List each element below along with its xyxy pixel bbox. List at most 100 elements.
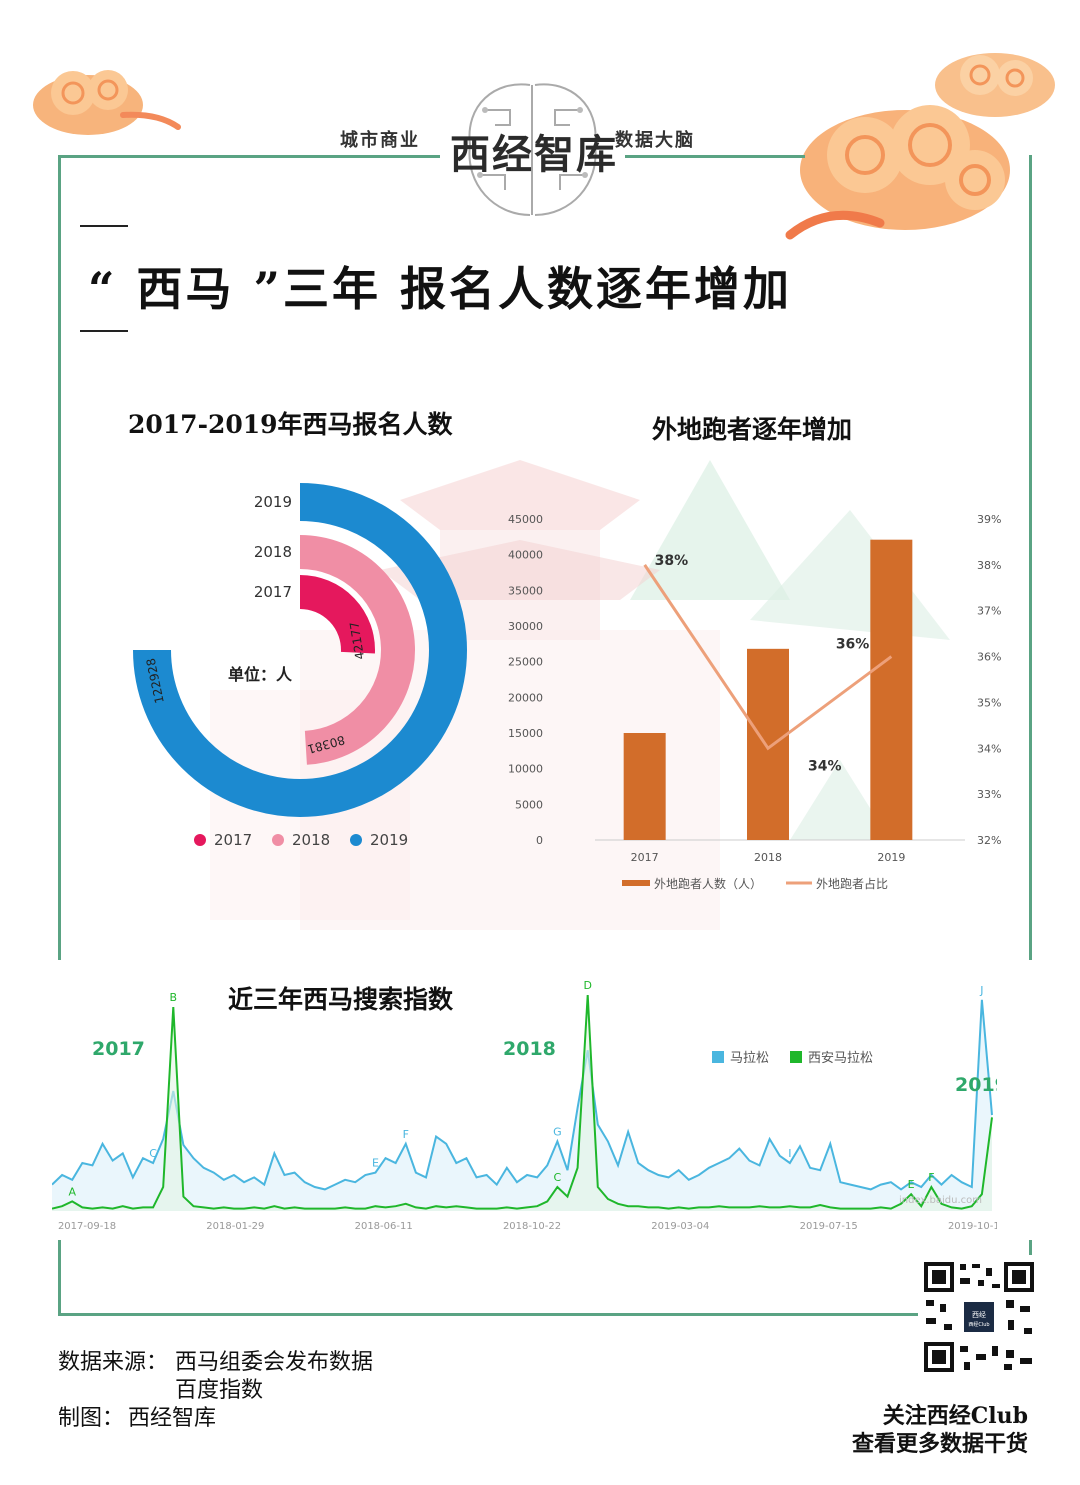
radial-bar-2018 <box>299 535 415 765</box>
peak-marker-label: B <box>170 991 178 1004</box>
x-tick-label: 2019-07-15 <box>800 1221 858 1232</box>
bar-2019 <box>870 539 913 840</box>
watermark-label: index.baidu.com <box>899 1195 982 1206</box>
radial-category-label: 2018 <box>254 543 292 561</box>
data-source-line1: 西马组委会发布数据 <box>175 1350 374 1375</box>
bar-2018 <box>747 648 789 840</box>
chart-maker-label: 制图： <box>58 1406 125 1431</box>
peak-marker-label: G <box>553 1125 562 1138</box>
y-left-tick: 5000 <box>515 798 543 811</box>
y-left-tick: 20000 <box>508 691 543 704</box>
peak-marker-label: I <box>788 1147 791 1160</box>
search-chart-title: 近三年西马搜索指数 <box>228 985 454 1014</box>
frame-top-left <box>58 155 440 158</box>
legend-label-2018: 2018 <box>292 831 330 849</box>
y-left-tick: 10000 <box>508 763 543 776</box>
svg-text:西经: 西经 <box>972 1310 986 1319</box>
header-tag-right: 数据大脑 <box>615 130 695 151</box>
y-right-tick: 34% <box>977 742 1001 755</box>
legend-marker-西安马拉松 <box>790 1051 802 1063</box>
y-left-tick: 35000 <box>508 584 543 597</box>
y-left-tick: 40000 <box>508 549 543 562</box>
cloud-left-decoration <box>33 70 181 135</box>
x-tick-label: 2018-06-11 <box>355 1221 413 1232</box>
y-right-tick: 35% <box>977 696 1001 709</box>
radial-bar-2017 <box>299 575 375 654</box>
follow-line1: 关注西经Club <box>882 1403 1028 1429</box>
y-right-tick: 39% <box>977 513 1001 526</box>
x-tick-label: 2019-03-04 <box>651 1221 709 1232</box>
y-left-tick: 30000 <box>508 620 543 633</box>
x-tick-label: 2019-10-14 <box>948 1221 997 1232</box>
peak-marker-label: F <box>928 1171 934 1184</box>
area-line-马拉松 <box>52 999 993 1191</box>
area-line-西安马拉松 <box>52 994 993 1210</box>
cloud-right-top-decoration <box>935 53 1055 117</box>
frame-left-lower <box>58 1240 61 1315</box>
y-left-tick: 15000 <box>508 727 543 740</box>
legend-line-label: 外地跑者占比 <box>816 876 888 891</box>
legend-label-马拉松: 马拉松 <box>730 1051 769 1066</box>
data-source-line2: 百度指数 <box>175 1378 264 1403</box>
y-right-tick: 38% <box>977 559 1001 572</box>
x-tick-label: 2018-10-22 <box>503 1221 561 1232</box>
area-fill-马拉松 <box>52 999 992 1211</box>
year-label-2019: 2019 <box>955 1074 997 1096</box>
y-right-tick: 32% <box>977 834 1001 847</box>
cloud-right-decoration <box>785 105 1010 240</box>
chart-maker-name: 西经智库 <box>128 1406 217 1431</box>
legend-marker-2019 <box>350 834 362 846</box>
frame-bottom <box>58 1313 918 1316</box>
peak-marker-label: E <box>908 1178 915 1191</box>
qr-code-icon[interactable]: 西经 西经Club <box>920 1258 1038 1376</box>
x-tick-label: 2017 <box>631 851 659 864</box>
qr-center-caption: 西经Club <box>968 1321 989 1328</box>
x-tick-label: 2018 <box>754 851 782 864</box>
data-source-label: 数据来源： <box>58 1350 169 1375</box>
legend-bar-marker <box>622 880 650 886</box>
combo-chart-title: 外地跑者逐年增加 <box>652 415 853 444</box>
line-series-share <box>643 564 893 751</box>
x-tick-label: 2017-09-18 <box>58 1221 116 1232</box>
peak-marker-label: A <box>68 1185 76 1198</box>
brain-circuit-icon <box>468 83 597 216</box>
radial-value-label: 42177 <box>347 621 367 661</box>
legend-label-2019: 2019 <box>370 831 408 849</box>
page-title: “ 西马 ”三年 报名人数逐年增加 <box>88 262 792 316</box>
peak-marker-label: D <box>583 979 591 992</box>
legend-label-西安马拉松: 西安马拉松 <box>808 1051 873 1066</box>
frame-right <box>1029 155 1032 960</box>
line-data-label: 38% <box>655 553 689 569</box>
peak-marker-label: C <box>149 1147 157 1160</box>
title-dash-bottom <box>80 330 128 332</box>
y-left-tick: 0 <box>536 834 543 847</box>
radial-chart-title: 2017-2019年西马报名人数 <box>128 410 453 439</box>
radial-bar-2019 <box>133 483 467 817</box>
y-left-tick: 25000 <box>508 656 543 669</box>
x-tick-label: 2019 <box>877 851 905 864</box>
radial-category-label: 2017 <box>254 583 292 601</box>
peak-marker-label: E <box>372 1157 379 1170</box>
radial-unit-label: 单位：人 <box>228 665 293 684</box>
header-tag-left: 城市商业 <box>340 130 420 151</box>
bar-line-combo-chart: 0 5000 10000 15000 20000 25000 30000 35000 40000… <box>508 513 1001 891</box>
frame-top-right <box>625 155 805 158</box>
legend-marker-2017 <box>194 834 206 846</box>
frame-right-lower <box>1029 1240 1032 1255</box>
brand-logo-text: 西经智库 <box>450 131 618 178</box>
y-right-tick: 33% <box>977 788 1001 801</box>
frame-left <box>58 155 61 960</box>
line-data-label: 36% <box>836 637 870 653</box>
legend-label-2017: 2017 <box>214 831 252 849</box>
follow-line2: 查看更多数据干货 <box>851 1431 1028 1457</box>
year-label-2017: 2017 <box>92 1038 145 1060</box>
peak-marker-label: F <box>403 1128 409 1141</box>
legend-bar-label: 外地跑者人数（人） <box>654 876 762 891</box>
radial-category-label: 2019 <box>254 493 292 511</box>
y-right-tick: 36% <box>977 651 1001 664</box>
y-left-tick: 45000 <box>508 513 543 526</box>
y-right-tick: 37% <box>977 605 1001 618</box>
peak-marker-label: J <box>979 984 983 997</box>
